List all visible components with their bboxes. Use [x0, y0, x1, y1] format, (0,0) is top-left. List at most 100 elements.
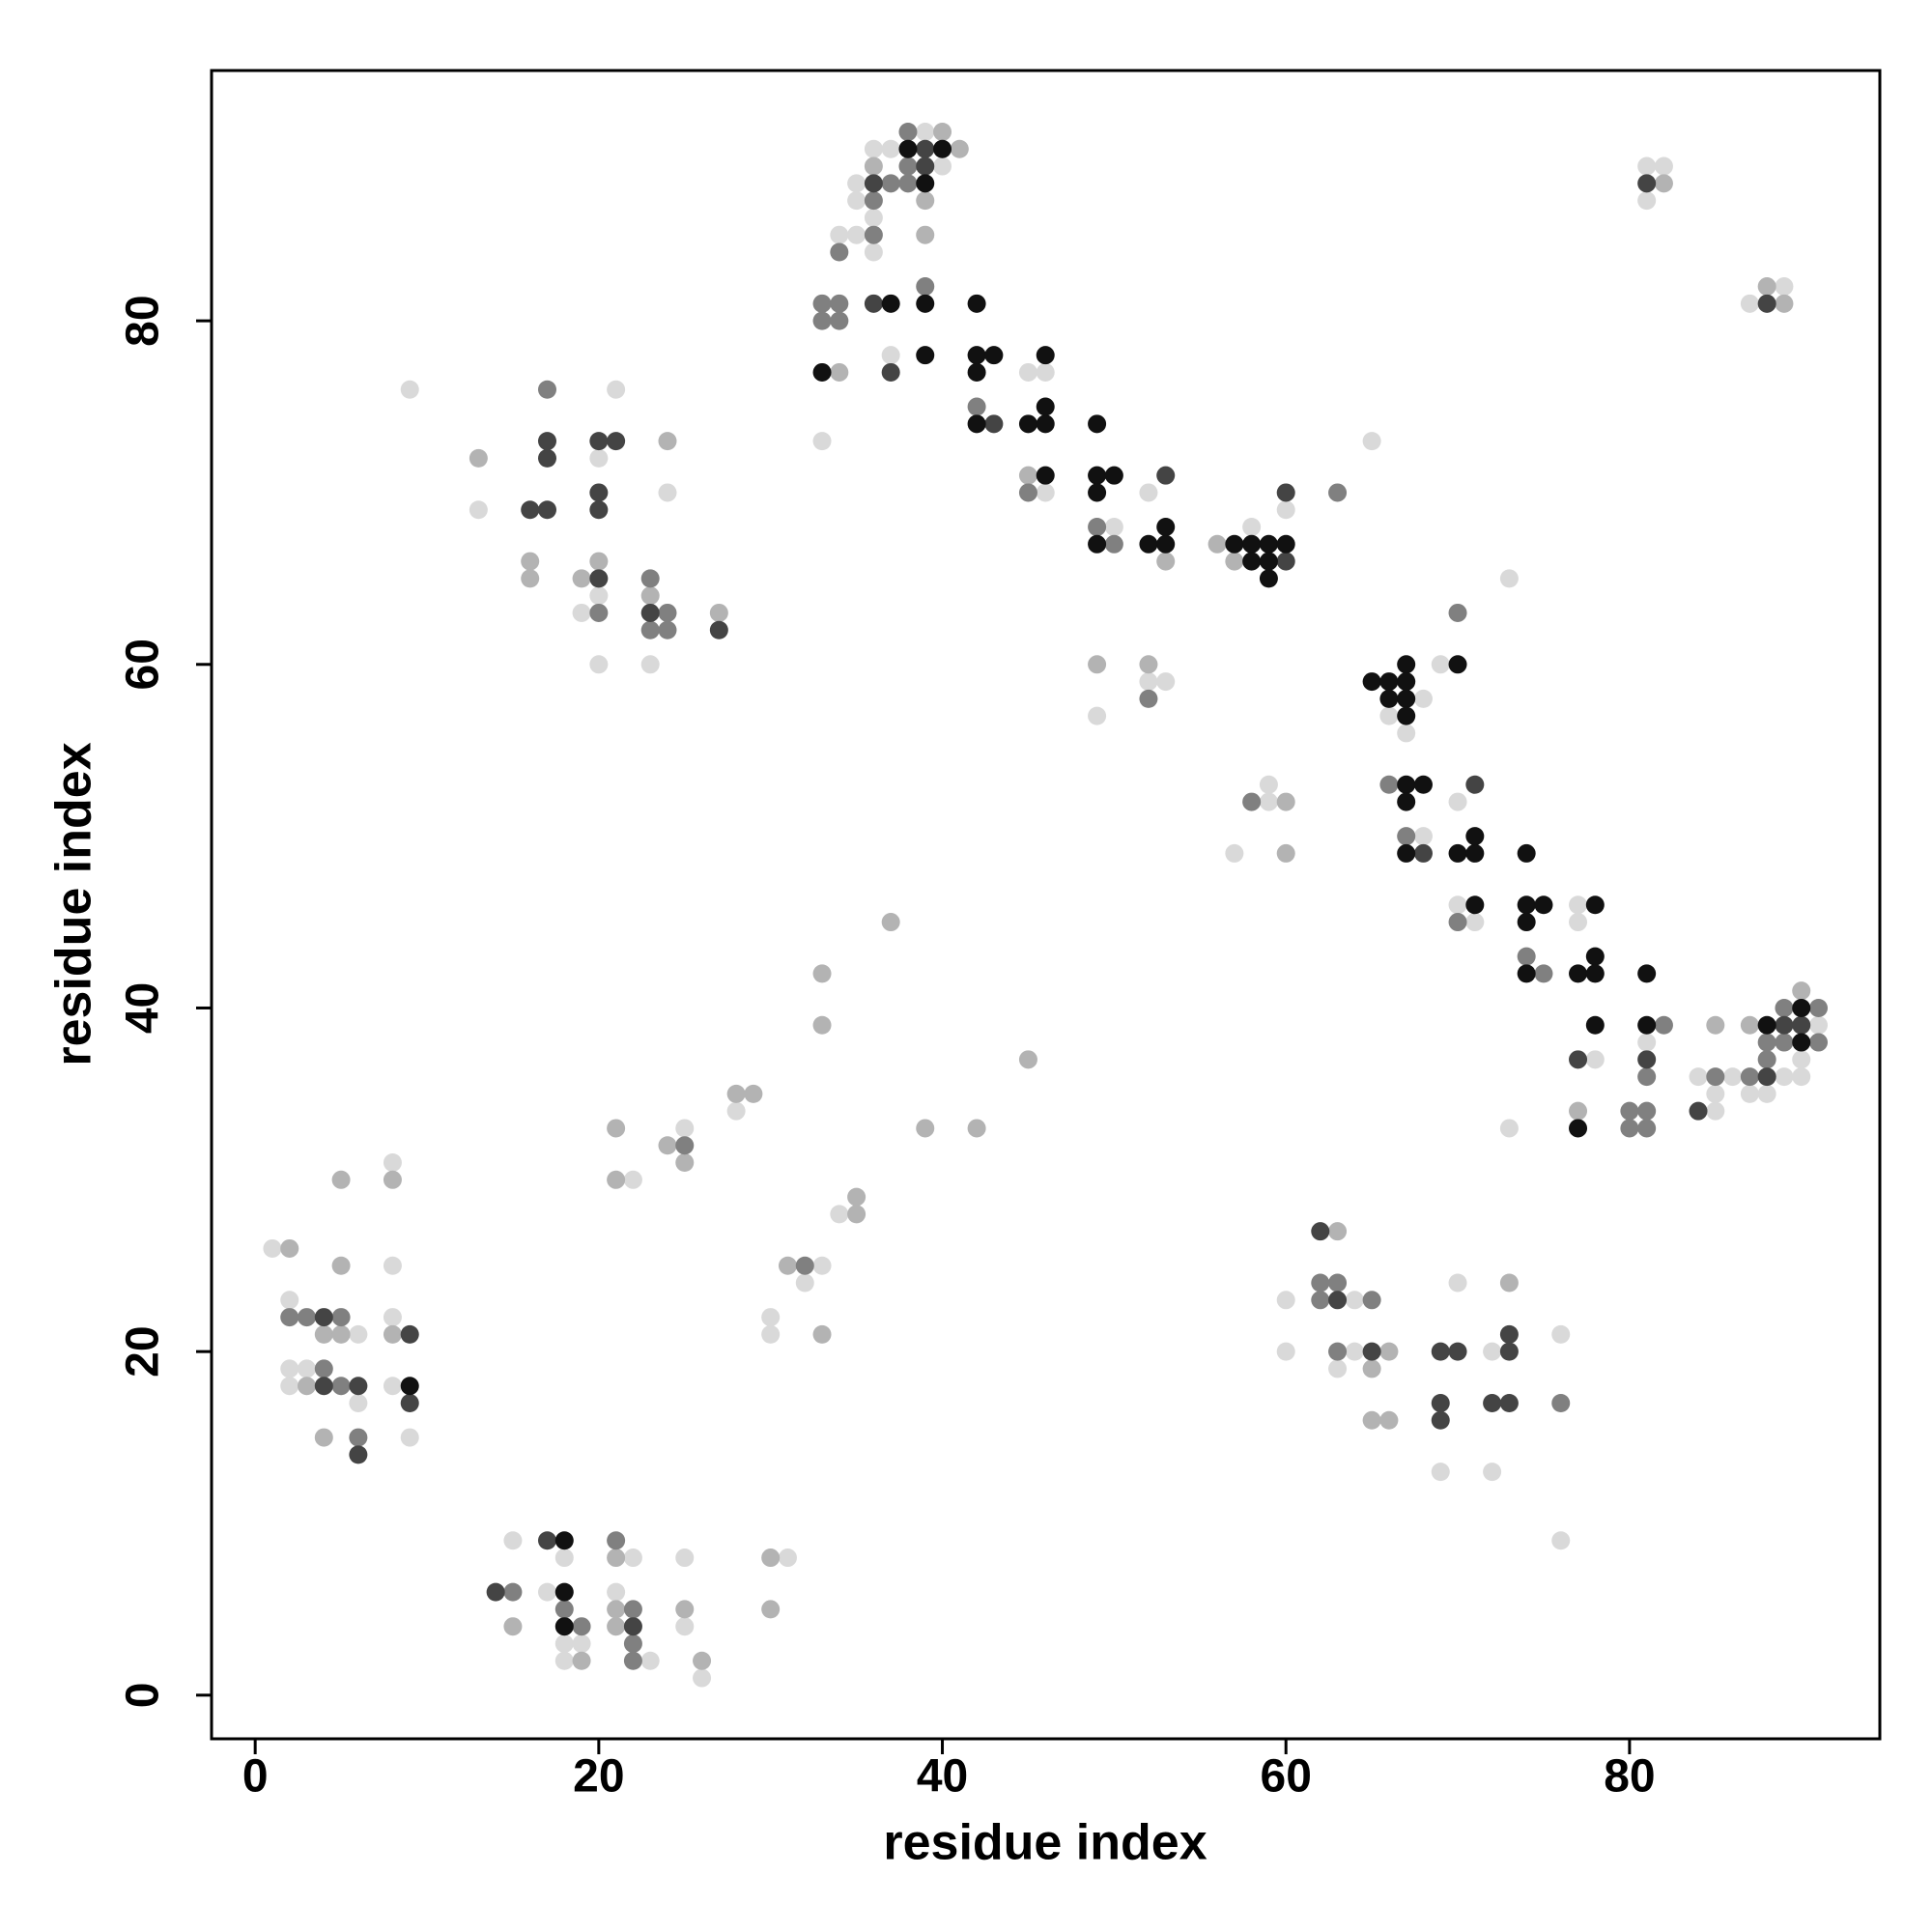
- contact-point: [1706, 1067, 1725, 1087]
- contact-point: [1792, 981, 1811, 1001]
- contact-point: [1637, 191, 1657, 211]
- contact-point: [589, 483, 609, 502]
- contact-point: [349, 1324, 368, 1344]
- contact-point: [331, 1308, 351, 1327]
- contact-point: [1018, 1050, 1037, 1069]
- contact-point: [1088, 466, 1107, 485]
- contact-point: [847, 1187, 867, 1207]
- contact-point: [640, 569, 660, 588]
- contact-point: [623, 1651, 642, 1670]
- contact-point: [1517, 964, 1536, 983]
- contact-point: [1345, 1291, 1364, 1310]
- contact-point: [1757, 277, 1776, 297]
- contact-point: [383, 1153, 402, 1173]
- contact-point: [1242, 552, 1262, 571]
- contact-point: [1809, 998, 1829, 1017]
- contact-point: [1792, 998, 1811, 1017]
- contact-point: [1431, 1463, 1450, 1482]
- contact-point: [761, 1308, 781, 1327]
- contact-point: [349, 1428, 368, 1447]
- contact-point: [933, 122, 952, 141]
- contact-point: [916, 346, 935, 365]
- contact-point: [1362, 672, 1381, 692]
- contact-point: [916, 294, 935, 313]
- contact-point: [298, 1308, 317, 1327]
- contact-point: [1757, 1067, 1776, 1087]
- contact-point: [554, 1600, 574, 1619]
- contact-point: [658, 603, 677, 622]
- contact-point: [1242, 534, 1262, 554]
- contact-point: [1637, 1067, 1657, 1087]
- contact-point: [1397, 843, 1416, 863]
- contact-point: [331, 1377, 351, 1396]
- contact-point: [1483, 1394, 1502, 1413]
- contact-point: [812, 1015, 832, 1035]
- contact-point: [1018, 466, 1037, 485]
- contact-point: [331, 1256, 351, 1275]
- contact-point: [383, 1256, 402, 1275]
- contact-point: [1517, 947, 1536, 966]
- contact-point: [400, 1394, 419, 1413]
- contact-point: [1431, 1342, 1450, 1361]
- contact-point: [1413, 689, 1433, 708]
- contact-point: [881, 346, 900, 365]
- contact-point: [693, 1651, 712, 1670]
- contact-point: [1431, 1410, 1450, 1430]
- contact-point: [503, 1531, 523, 1550]
- contact-point: [1689, 1101, 1708, 1121]
- contact-point: [1413, 775, 1433, 794]
- contact-point: [830, 294, 849, 313]
- contact-point: [1689, 1067, 1708, 1087]
- y-tick-label: 0: [118, 1682, 169, 1708]
- contact-point: [1620, 1101, 1639, 1121]
- contact-point: [1088, 518, 1107, 537]
- contact-point: [1740, 1084, 1759, 1103]
- contact-point: [607, 432, 626, 451]
- contact-point: [967, 414, 986, 434]
- contact-point: [280, 1238, 299, 1258]
- contact-point: [1362, 1291, 1381, 1310]
- contact-point: [554, 1548, 574, 1568]
- contact-point: [812, 294, 832, 313]
- contact-point: [589, 569, 609, 588]
- contact-point: [1569, 964, 1588, 983]
- contact-point: [1740, 294, 1759, 313]
- contact-point: [554, 1651, 574, 1670]
- contact-point: [537, 432, 556, 451]
- contact-point: [572, 569, 591, 588]
- contact-point: [1328, 1291, 1348, 1310]
- contact-point: [1379, 1342, 1399, 1361]
- contact-point: [298, 1359, 317, 1378]
- contact-point: [503, 1617, 523, 1636]
- contact-point: [1397, 775, 1416, 794]
- contact-point: [1448, 792, 1467, 811]
- contact-point: [1569, 913, 1588, 932]
- contact-point: [1809, 1033, 1829, 1052]
- contact-point: [1448, 913, 1467, 932]
- contact-point: [400, 380, 419, 399]
- contact-point: [1654, 156, 1673, 176]
- contact-point: [1225, 843, 1244, 863]
- contact-point: [1225, 552, 1244, 571]
- contact-point: [658, 483, 677, 502]
- contact-point: [1517, 843, 1536, 863]
- contact-point: [1637, 964, 1657, 983]
- contact-point: [1654, 1015, 1673, 1035]
- contact-point: [1499, 569, 1519, 588]
- contact-point: [1637, 1050, 1657, 1069]
- contact-point: [1740, 1015, 1759, 1035]
- contact-point: [607, 1582, 626, 1602]
- contact-point: [1775, 1033, 1794, 1052]
- contact-point: [967, 1119, 986, 1138]
- contact-point: [847, 174, 867, 193]
- contact-point: [1311, 1273, 1330, 1293]
- contact-point: [1139, 689, 1158, 708]
- contact-point: [1448, 1342, 1467, 1361]
- contact-point: [1311, 1291, 1330, 1310]
- contact-point: [658, 1136, 677, 1155]
- contact-point: [1569, 1101, 1588, 1121]
- contact-point: [916, 1119, 935, 1138]
- contact-point: [1139, 483, 1158, 502]
- contact-point: [675, 1136, 695, 1155]
